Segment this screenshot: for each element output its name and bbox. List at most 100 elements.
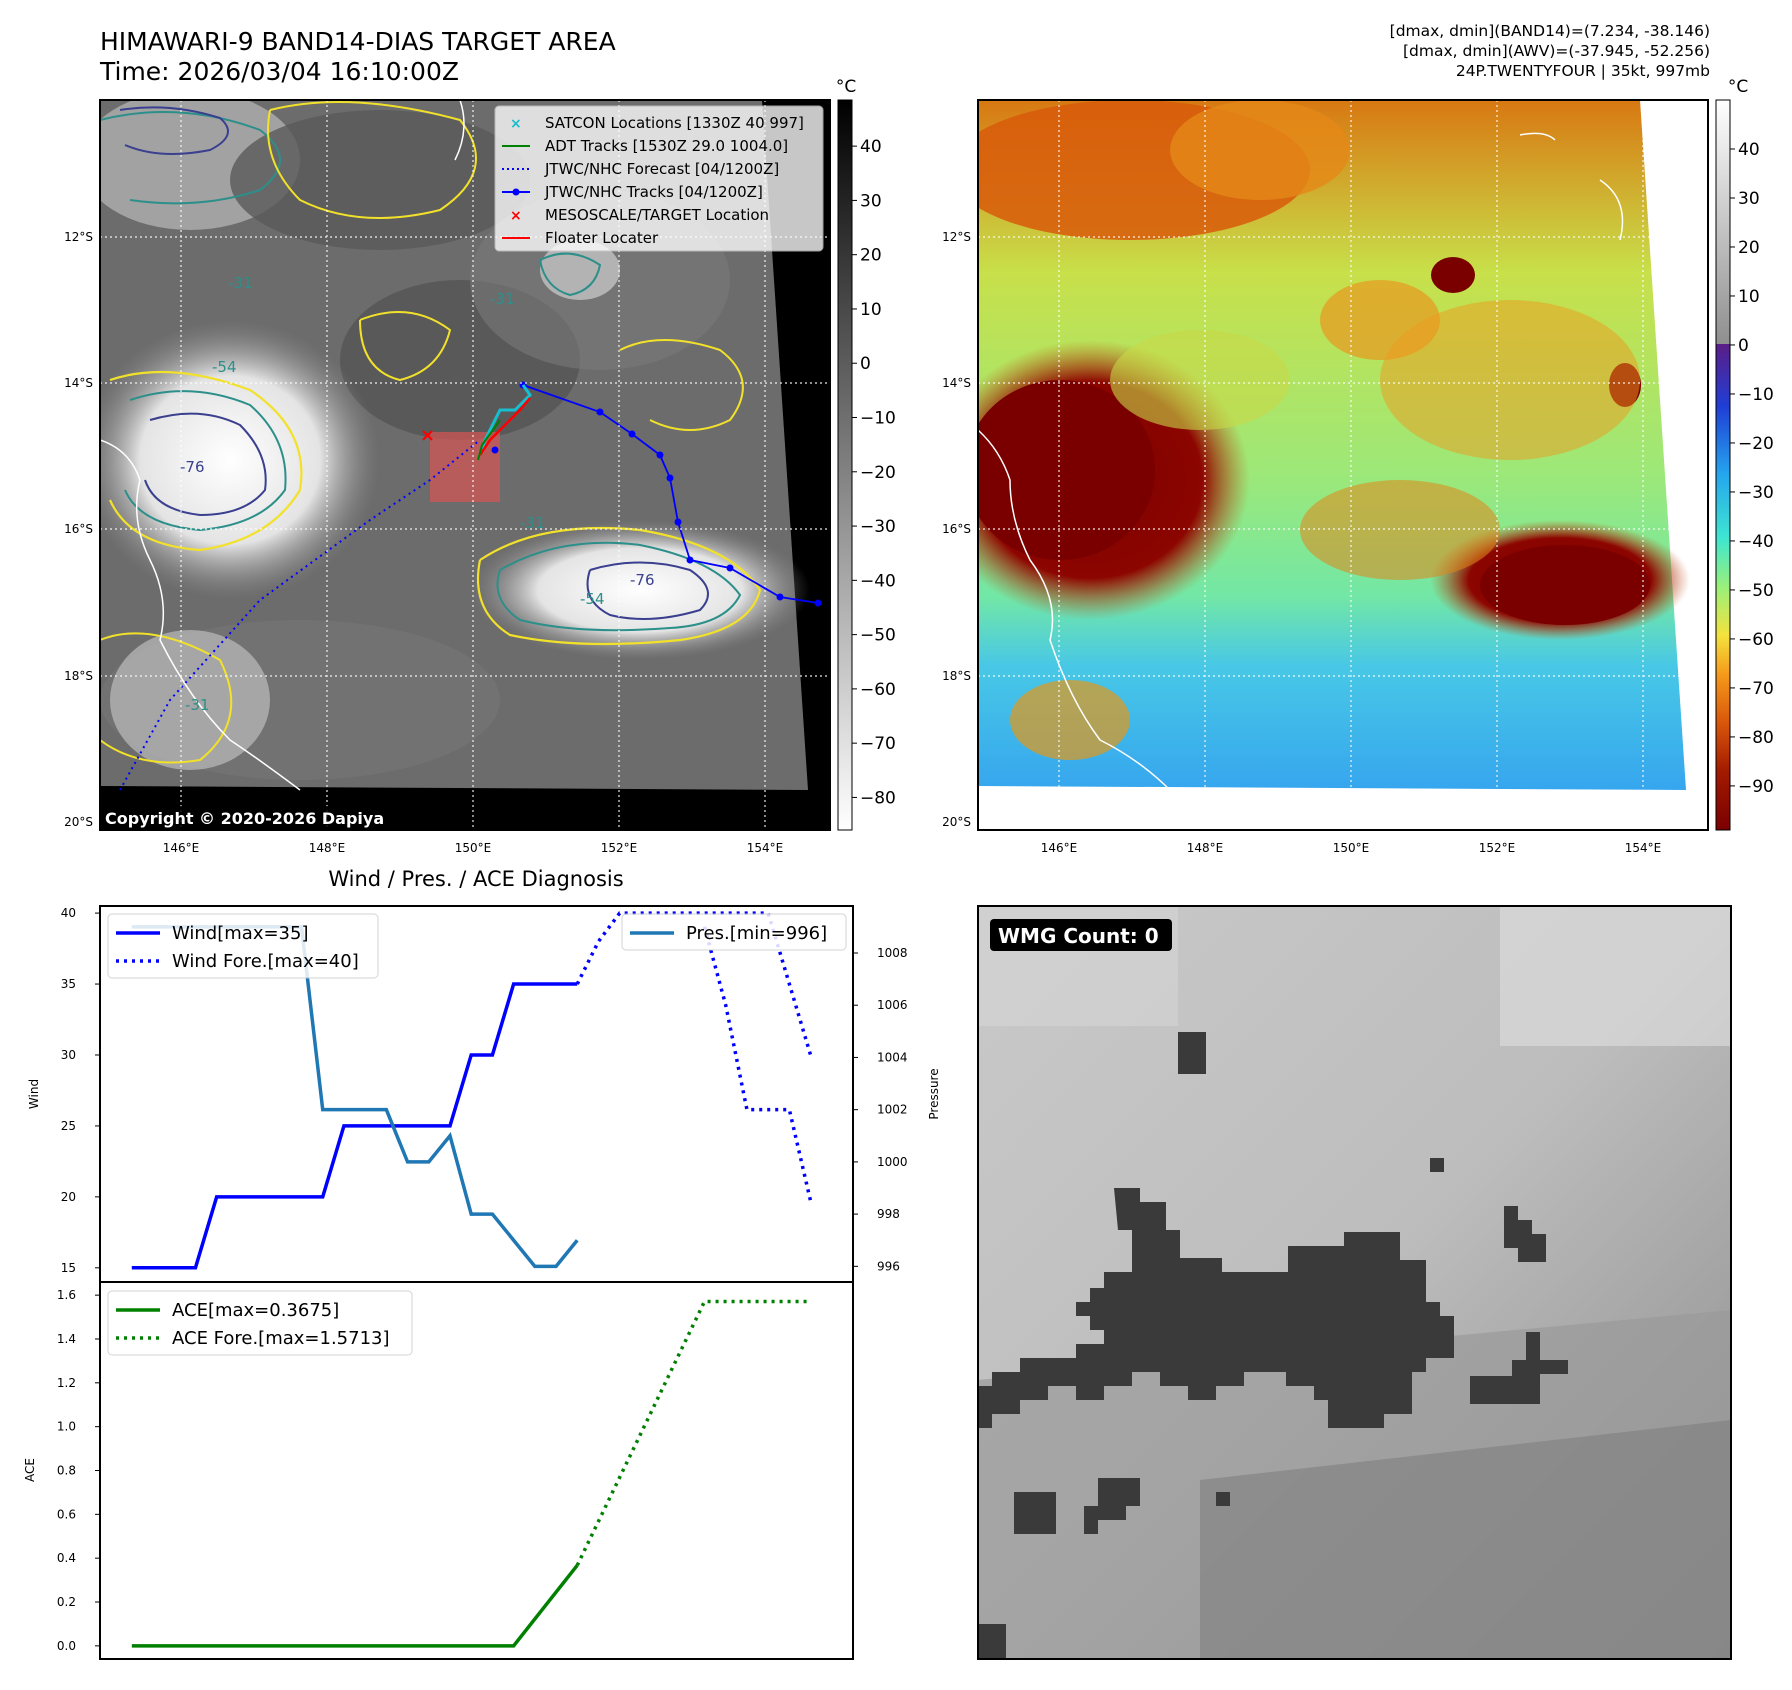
pressure-tick-label: 996 bbox=[877, 1259, 900, 1273]
legend-adt: ADT Tracks [1530Z 29.0 1004.0] bbox=[502, 137, 788, 155]
contour-label: -54 bbox=[580, 590, 605, 608]
wind-tick-label: 30 bbox=[61, 1048, 76, 1062]
pressure-tick-label: 1004 bbox=[877, 1050, 908, 1064]
awv-lat-labels: 12°S 14°S 16°S 18°S 20°S bbox=[942, 230, 971, 829]
ace-tick-label: 0.8 bbox=[57, 1464, 76, 1478]
svg-text:°C: °C bbox=[1728, 77, 1748, 97]
svg-text:148°E: 148°E bbox=[309, 841, 346, 855]
colorbar-tick-label: −60 bbox=[860, 680, 896, 700]
legend-floater: Floater Locater bbox=[502, 229, 659, 247]
wind-legend: Wind[max=35] Wind Fore.[max=40] bbox=[107, 913, 379, 979]
colorbar-tick-label: −70 bbox=[860, 734, 896, 754]
colorbar-tick-label: 30 bbox=[860, 191, 882, 211]
contour-label: -54 bbox=[212, 358, 237, 376]
ace-series-line-0 bbox=[131, 1564, 579, 1648]
ace-tick-label: 0.0 bbox=[57, 1639, 76, 1653]
svg-text:MESOSCALE/TARGET Location: MESOSCALE/TARGET Location bbox=[545, 206, 769, 224]
series-line-0 bbox=[131, 982, 578, 1270]
svg-text:ADT Tracks [1530Z 29.0 1004.0]: ADT Tracks [1530Z 29.0 1004.0] bbox=[545, 137, 788, 155]
colorbar-tick-label: −90 bbox=[1738, 777, 1774, 797]
colorbar-tick-label: 40 bbox=[860, 137, 882, 157]
wmg-count-badge: WMG Count: 0 bbox=[998, 924, 1159, 948]
svg-text:154°E: 154°E bbox=[1625, 841, 1662, 855]
svg-text:Floater Locater: Floater Locater bbox=[545, 229, 659, 247]
colorbar-tick-label: −20 bbox=[860, 463, 896, 483]
wind-pressure-chart: Wind / Pres. / ACE Diagnosis Wind Pressu… bbox=[27, 867, 941, 1283]
wind-tick-label: 15 bbox=[61, 1261, 76, 1275]
page-title: HIMAWARI-9 BAND14-DIAS TARGET AREA bbox=[100, 27, 616, 56]
svg-text:12°S: 12°S bbox=[64, 230, 93, 244]
svg-text:14°S: 14°S bbox=[942, 376, 971, 390]
legend-ace-forecast: ACE Fore.[max=1.5713] bbox=[172, 1328, 390, 1349]
ir-map-panel: × -54 -76 -31 -31 -31 -54 -76 -31 Copyri… bbox=[64, 77, 896, 855]
legend-wind: Wind[max=35] bbox=[172, 923, 309, 944]
diagnosis-title: Wind / Pres. / ACE Diagnosis bbox=[328, 867, 623, 891]
svg-text:JTWC/NHC Forecast [04/1200Z]: JTWC/NHC Forecast [04/1200Z] bbox=[544, 160, 779, 178]
colorbar-tick-label: −30 bbox=[1738, 483, 1774, 503]
svg-text:12°S: 12°S bbox=[942, 230, 971, 244]
pressure-tick-label: 998 bbox=[877, 1207, 900, 1221]
storm-info: 24P.TWENTYFOUR | 35kt, 997mb bbox=[1455, 62, 1710, 80]
colorbar-tick-label: 30 bbox=[1738, 189, 1760, 209]
colorbar-tick-label: 40 bbox=[1738, 140, 1760, 160]
series-line-2 bbox=[131, 925, 579, 1269]
svg-text:146°E: 146°E bbox=[163, 841, 200, 855]
wmg-panel: WMG Count: 0 bbox=[977, 905, 1732, 1660]
legend-jtwc-forecast: JTWC/NHC Forecast [04/1200Z] bbox=[502, 160, 779, 178]
colorbar-tick-label: −40 bbox=[860, 571, 896, 591]
svg-text:152°E: 152°E bbox=[1479, 841, 1516, 855]
contour-label: -31 bbox=[520, 514, 545, 532]
svg-text:18°S: 18°S bbox=[942, 669, 971, 683]
contour-label: -76 bbox=[180, 458, 205, 476]
colorbar-tick-label: −50 bbox=[1738, 581, 1774, 601]
ace-legend: ACE[max=0.3675] ACE Fore.[max=1.5713] bbox=[107, 1290, 413, 1356]
colorbar-tick-label: −30 bbox=[860, 517, 896, 537]
ace-tick-label: 1.6 bbox=[57, 1288, 76, 1302]
ace-tick-label: 1.0 bbox=[57, 1420, 76, 1434]
colorbar-tick-label: 10 bbox=[1738, 287, 1760, 307]
contour-label: -76 bbox=[630, 571, 655, 589]
copyright-text: Copyright © 2020-2026 Dapiya bbox=[105, 809, 384, 828]
ir-lon-labels: 146°E 148°E 150°E 152°E 154°E bbox=[163, 841, 784, 855]
svg-text:×: × bbox=[420, 425, 435, 446]
wind-tick-label: 40 bbox=[61, 906, 76, 920]
pressure-legend: Pres.[min=996] bbox=[621, 913, 847, 951]
ir-lat-labels: 12°S 14°S 16°S 18°S 20°S bbox=[64, 230, 93, 829]
colorbar-tick-label: −50 bbox=[860, 626, 896, 646]
wind-tick-label: 35 bbox=[61, 977, 76, 991]
svg-text:20°S: 20°S bbox=[64, 815, 93, 829]
svg-text:148°E: 148°E bbox=[1187, 841, 1224, 855]
legend-pressure: Pres.[min=996] bbox=[686, 923, 827, 944]
svg-text:°C: °C bbox=[836, 77, 856, 97]
colorbar-tick-label: 0 bbox=[860, 354, 871, 374]
colorbar-tick-label: 20 bbox=[1738, 238, 1760, 258]
svg-text:14°S: 14°S bbox=[64, 376, 93, 390]
legend-ace: ACE[max=0.3675] bbox=[172, 1300, 339, 1321]
colorbar-tick-label: −10 bbox=[860, 409, 896, 429]
ir-colorbar: °C 40 30 20 10 0 −10 −20 −30 −40 −50 −60 −70 −80 bbox=[836, 77, 896, 831]
colorbar-tick-label: −40 bbox=[1738, 532, 1774, 552]
svg-text:152°E: 152°E bbox=[601, 841, 638, 855]
colorbar-tick-label: −70 bbox=[1738, 679, 1774, 699]
legend-wind-forecast: Wind Fore.[max=40] bbox=[172, 951, 359, 972]
colorbar-tick-label: 0 bbox=[1738, 336, 1749, 356]
ace-tick-label: 1.4 bbox=[57, 1332, 76, 1346]
pressure-tick-label: 1002 bbox=[877, 1103, 908, 1117]
pressure-axis-label: Pressure bbox=[927, 1068, 941, 1119]
svg-text:JTWC/NHC Tracks [04/1200Z]: JTWC/NHC Tracks [04/1200Z] bbox=[544, 183, 763, 201]
colorbar-tick-label: −60 bbox=[1738, 630, 1774, 650]
contour-label: -31 bbox=[228, 274, 253, 292]
contour-label: -31 bbox=[185, 696, 210, 714]
svg-text:20°S: 20°S bbox=[942, 815, 971, 829]
legend-satcon: × SATCON Locations [1330Z 40 997] bbox=[510, 114, 804, 132]
pressure-tick-label: 1008 bbox=[877, 946, 908, 960]
awv-colorbar: °C 40 30 20 10 0 −10 −20 −30 −40 −50 −60 −70 −80 −90 bbox=[1715, 77, 1774, 831]
pressure-tick-label: 1000 bbox=[877, 1155, 908, 1169]
ace-tick-label: 1.2 bbox=[57, 1376, 76, 1390]
band14-range: [dmax, dmin](BAND14)=(7.234, -38.146) bbox=[1389, 22, 1710, 40]
ir-legend: × SATCON Locations [1330Z 40 997] ADT Tr… bbox=[494, 105, 824, 252]
svg-text:16°S: 16°S bbox=[64, 522, 93, 536]
svg-text:16°S: 16°S bbox=[942, 522, 971, 536]
wind-axis-label: Wind bbox=[27, 1079, 41, 1109]
ace-chart: ACE 0.0 0.2 0.4 0.6 0.8 1.0 1.2 1.4 1.6 ACE[max=… bbox=[23, 1281, 854, 1660]
